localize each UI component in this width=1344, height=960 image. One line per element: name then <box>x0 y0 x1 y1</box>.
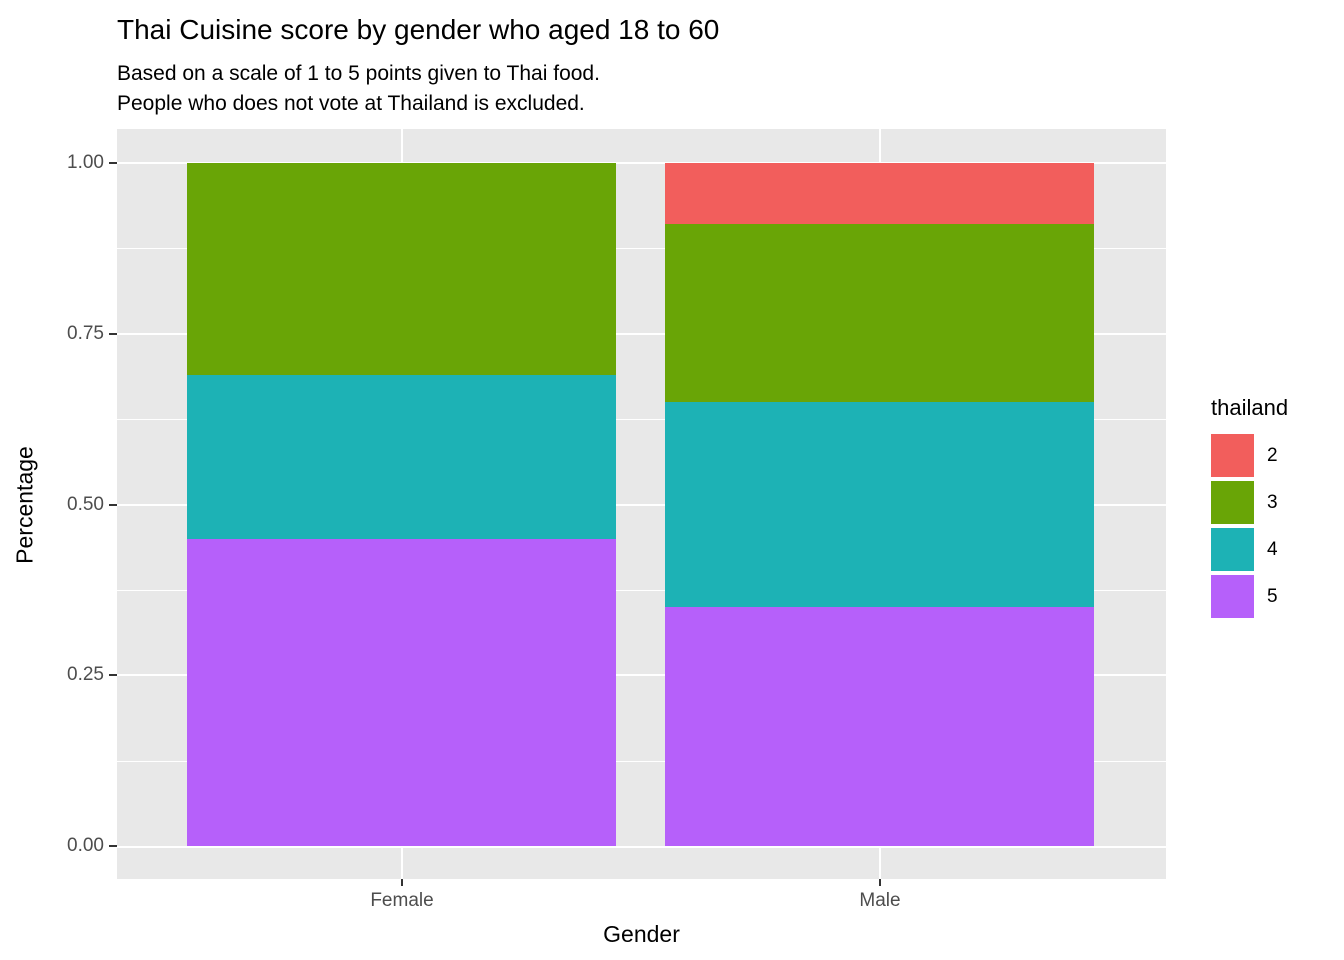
legend-key-swatch <box>1211 434 1254 477</box>
bar-segment-female-score-5 <box>187 539 616 846</box>
legend-label: 2 <box>1267 444 1278 466</box>
legend-items: 2 3 4 5 <box>1211 434 1288 618</box>
bar-female <box>187 129 616 879</box>
legend-key-swatch <box>1211 575 1254 618</box>
x-tick-mark <box>401 879 403 886</box>
gridline-major <box>117 333 1166 335</box>
y-tick-mark <box>109 162 117 164</box>
chart-title: Thai Cuisine score by gender who aged 18… <box>117 14 720 45</box>
chart-subtitle: Based on a scale of 1 to 5 points given … <box>117 59 600 119</box>
y-tick-label: 1.00 <box>67 152 104 173</box>
legend-label: 4 <box>1267 538 1278 560</box>
y-tick-label: 0.75 <box>67 323 104 344</box>
y-tick-mark <box>109 674 117 676</box>
bar-segment-female-score-4 <box>187 375 616 539</box>
chart-subtitle-line1: Based on a scale of 1 to 5 points given … <box>117 62 600 85</box>
legend-item-2: 2 <box>1211 434 1288 477</box>
chart-subtitle-line2: People who does not vote at Thailand is … <box>117 92 585 115</box>
gridline-minor <box>117 419 1166 420</box>
gridline-major <box>117 504 1166 506</box>
legend-label: 3 <box>1267 491 1278 513</box>
gridline-minor <box>117 248 1166 249</box>
gridline-minor <box>117 590 1166 591</box>
legend-key-swatch <box>1211 481 1254 524</box>
x-axis-title: Gender <box>603 921 680 947</box>
legend: thailand 2 3 4 5 <box>1211 395 1288 622</box>
y-axis-title: Percentage <box>11 446 38 564</box>
x-tick-label-female: Female <box>370 890 434 911</box>
legend-key-swatch <box>1211 528 1254 571</box>
bar-segment-male-score-5 <box>665 607 1094 846</box>
x-tick-label-male: Male <box>859 890 901 911</box>
legend-item-5: 5 <box>1211 575 1288 618</box>
legend-item-3: 3 <box>1211 481 1288 524</box>
gridline-major <box>117 674 1166 676</box>
gridline-major <box>117 846 1166 848</box>
gridline-major <box>117 162 1166 164</box>
gridline-minor <box>117 761 1166 762</box>
bar-segment-male-score-2 <box>665 163 1094 224</box>
y-tick-label: 0.00 <box>67 835 104 856</box>
legend-title: thailand <box>1211 395 1289 420</box>
y-tick-mark <box>109 504 117 506</box>
y-tick-label: 0.25 <box>67 664 104 685</box>
bar-segment-male-score-3 <box>665 224 1094 402</box>
legend-label: 5 <box>1267 585 1278 607</box>
bar-segment-male-score-4 <box>665 402 1094 607</box>
plot-panel <box>117 129 1166 879</box>
y-tick-label: 0.50 <box>67 494 104 515</box>
bar-male <box>665 129 1094 879</box>
x-tick-mark <box>879 879 881 886</box>
y-tick-mark <box>109 333 117 335</box>
bar-segment-female-score-3 <box>187 163 616 375</box>
y-tick-mark <box>109 845 117 847</box>
legend-item-4: 4 <box>1211 528 1288 571</box>
